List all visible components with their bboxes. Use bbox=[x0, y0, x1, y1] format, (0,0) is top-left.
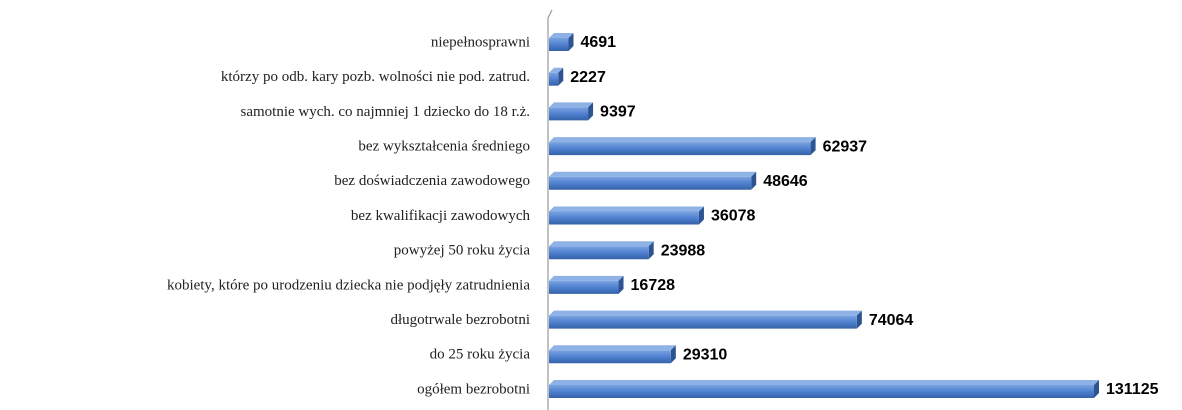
value-label: 131125 bbox=[1106, 381, 1159, 398]
bar-face bbox=[549, 142, 811, 156]
bar-face bbox=[588, 102, 594, 121]
bar-face bbox=[549, 350, 671, 364]
value-label: 29310 bbox=[683, 347, 728, 364]
value-label: 23988 bbox=[661, 242, 706, 259]
bar-face bbox=[670, 345, 676, 364]
bar-face bbox=[549, 315, 857, 329]
bar-face bbox=[549, 280, 619, 294]
bar-face bbox=[549, 67, 564, 73]
bar bbox=[549, 171, 757, 190]
bar-face bbox=[549, 33, 574, 38]
bar-face bbox=[549, 206, 704, 212]
bar bbox=[549, 380, 1099, 398]
value-label: 2227 bbox=[570, 69, 606, 86]
y-tick-label: ogółem bezrobotni bbox=[417, 381, 530, 397]
bar bbox=[549, 137, 816, 156]
bar bbox=[549, 241, 654, 260]
bar-face bbox=[549, 171, 757, 177]
bar-face bbox=[1094, 380, 1099, 398]
value-label: 9397 bbox=[600, 104, 636, 121]
y-tick-label: bez kwalifikacji zawodowych bbox=[351, 208, 531, 224]
y-tick-label: samotnie wych. co najmniej 1 dziecko do … bbox=[240, 104, 530, 120]
bar-face bbox=[751, 171, 757, 190]
bar-face bbox=[618, 275, 624, 294]
bar-face bbox=[549, 385, 1094, 398]
bar-face bbox=[648, 241, 654, 260]
value-label: 4691 bbox=[580, 34, 616, 51]
bar-face bbox=[549, 176, 752, 190]
bar bbox=[549, 275, 624, 294]
bar-face bbox=[698, 206, 704, 225]
bar-face bbox=[549, 310, 862, 316]
y-tick-label: powyżej 50 roku życia bbox=[394, 243, 531, 259]
value-label: 48646 bbox=[763, 173, 808, 190]
bar bbox=[549, 67, 564, 86]
y-tick-label: niepełnosprawni bbox=[431, 34, 530, 50]
bar bbox=[549, 102, 594, 121]
bar bbox=[549, 345, 676, 364]
bar-face bbox=[549, 72, 559, 86]
y-tick-label: bez doświadczenia zawodowego bbox=[334, 173, 530, 189]
bar-face bbox=[549, 137, 816, 143]
bar-face bbox=[558, 67, 564, 86]
y-tick-label: długotrwale bezrobotni bbox=[390, 312, 530, 328]
bar-face bbox=[549, 107, 589, 121]
axis-wall bbox=[547, 9, 553, 410]
bar-face bbox=[549, 246, 649, 260]
bar-face bbox=[810, 137, 816, 156]
value-label: 36078 bbox=[711, 208, 756, 225]
bar-face bbox=[549, 38, 569, 51]
value-label: 62937 bbox=[823, 138, 868, 155]
bar-face bbox=[549, 241, 654, 247]
bar-face bbox=[549, 275, 624, 281]
bar bbox=[549, 33, 574, 51]
bar bbox=[549, 206, 704, 225]
bar-face bbox=[549, 345, 676, 351]
value-label: 16728 bbox=[631, 277, 676, 294]
y-tick-label: do 25 roku życia bbox=[430, 347, 531, 363]
bar-face bbox=[568, 33, 574, 51]
bar-face bbox=[549, 102, 594, 108]
bar-face bbox=[549, 211, 699, 225]
bar-face bbox=[549, 380, 1099, 385]
bar bbox=[549, 310, 862, 329]
y-tick-label: którzy po odb. kary pozb. wolności nie p… bbox=[221, 69, 530, 85]
y-tick-label: bez wykształcenia średniego bbox=[358, 139, 530, 155]
bar-face bbox=[856, 310, 862, 329]
y-tick-label: kobiety, które po urodzeniu dziecka nie … bbox=[167, 277, 530, 293]
value-label: 74064 bbox=[869, 312, 914, 329]
